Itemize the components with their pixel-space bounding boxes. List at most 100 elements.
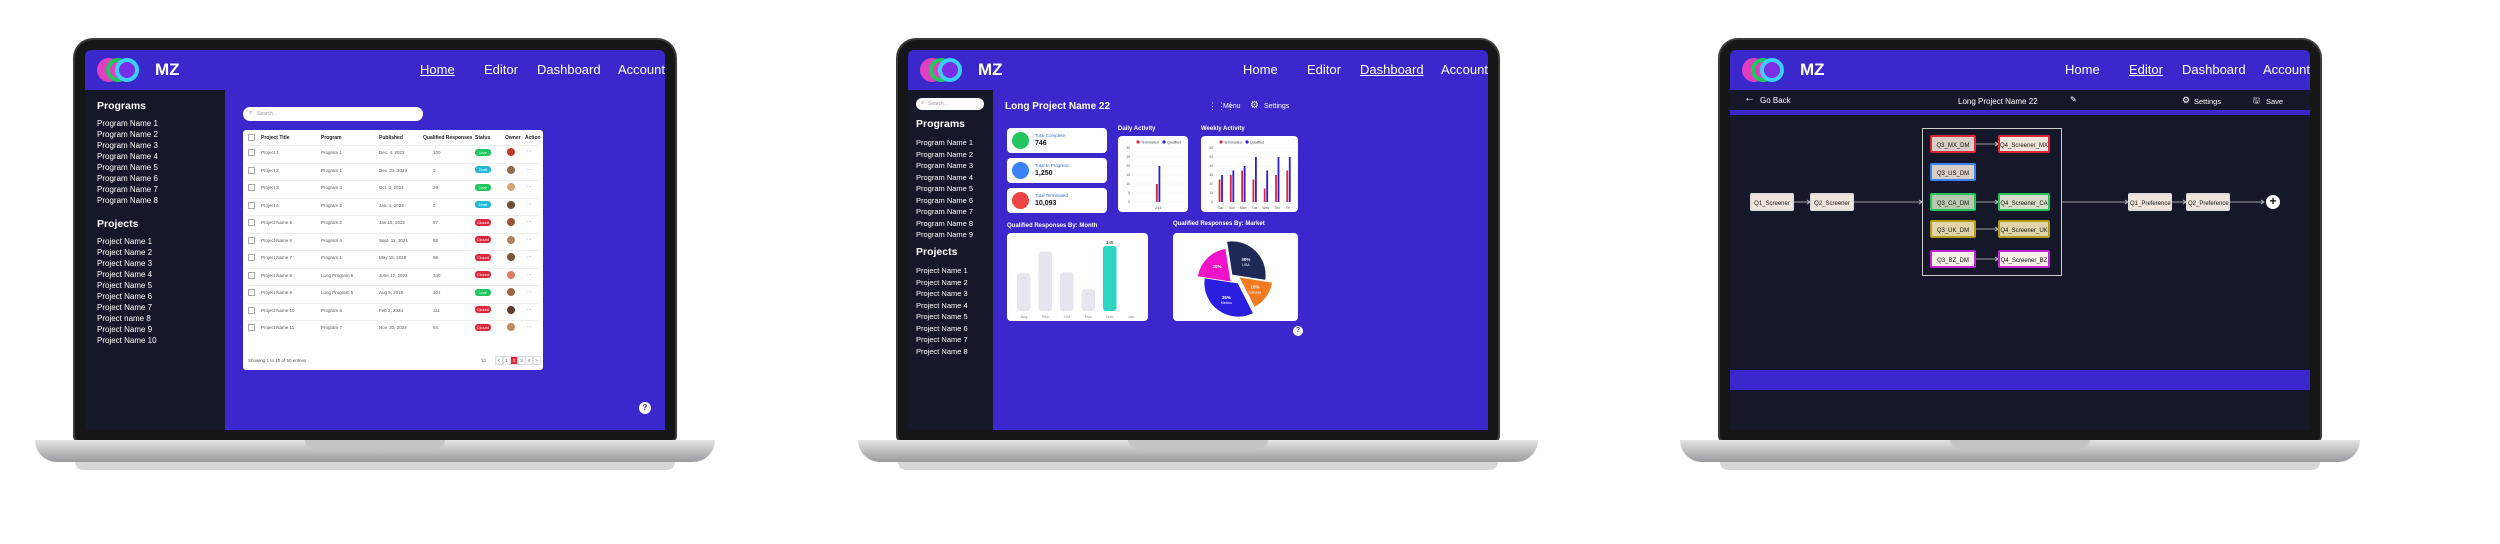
save-button[interactable]: Save (2266, 97, 2284, 106)
sidebar-item[interactable]: Project Name 1 (97, 237, 153, 246)
row-checkbox[interactable] (248, 166, 255, 174)
flow-node[interactable]: Q1_Preference (2128, 193, 2172, 211)
row-checkbox[interactable] (248, 201, 255, 209)
sidebar-item[interactable]: Project Name 2 (916, 277, 968, 287)
sidebar-item[interactable]: Project name 8 (97, 314, 151, 323)
gear-icon[interactable]: ⚙ (1250, 100, 1259, 111)
sidebar-item[interactable]: Program Name 5 (916, 184, 974, 193)
row-action-icon[interactable]: ··· (527, 324, 532, 329)
row-action-icon[interactable]: ··· (527, 306, 532, 312)
sidebar-item[interactable]: Project Name 7 (97, 303, 153, 312)
nav-account[interactable]: Account (1441, 62, 1488, 77)
save-icon[interactable]: 🖫 (2253, 96, 2260, 105)
sidebar-item[interactable]: Project Name 6 (916, 323, 968, 333)
flow-node[interactable]: Q3_MX_DM (1930, 135, 1976, 153)
arrow-left-icon[interactable]: ← (1744, 92, 1755, 104)
sidebar-item[interactable]: Program Name 2 (916, 149, 974, 159)
flow-node[interactable]: Q3_UK_DM (1930, 220, 1976, 238)
nav-editor[interactable]: Editor (2129, 62, 2163, 77)
menu-icon[interactable]: ⋮⋮⋮ (1208, 101, 1235, 111)
nav-home[interactable]: Home (1243, 62, 1278, 77)
sidebar-item[interactable]: Program Name 6 (97, 174, 158, 183)
sidebar-item[interactable]: Project Name 2 (97, 248, 153, 257)
flow-node[interactable]: Q4_Screener_BZ (1998, 250, 2050, 268)
sidebar-item[interactable]: Program Name 3 (916, 161, 974, 170)
flow-node[interactable]: Q1_Screener (1750, 193, 1794, 211)
help-button[interactable]: ? (1293, 326, 1303, 336)
table-cell[interactable]: Project 1 (261, 150, 279, 155)
column-header[interactable]: Qualified Responses (423, 135, 473, 141)
row-action-icon[interactable]: ··· (527, 184, 532, 189)
sidebar-item[interactable]: Program Name 2 (97, 130, 158, 139)
flow-node[interactable]: Q2_Screener (1810, 193, 1854, 211)
sidebar-item[interactable]: Project Name 4 (97, 270, 153, 279)
flow-node[interactable]: Q3_CA_DM (1930, 193, 1976, 211)
table-cell[interactable]: Project Name 10 (261, 307, 295, 313)
sidebar-item[interactable]: Program Name 1 (916, 138, 974, 147)
table-cell[interactable]: Project Name 5 (261, 220, 293, 225)
settings-button[interactable]: Settings (2194, 97, 2222, 106)
row-checkbox[interactable] (248, 149, 255, 156)
nav-dashboard[interactable]: Dashboard (1360, 62, 1424, 77)
add-node-button[interactable]: + (2266, 195, 2280, 209)
row-checkbox[interactable] (248, 306, 255, 314)
table-cell[interactable]: Project 4 (261, 202, 279, 208)
logo-icon[interactable] (920, 58, 972, 82)
table-cell[interactable]: Project Name 9 (261, 290, 293, 295)
column-header[interactable]: Program (321, 135, 342, 141)
sidebar-item[interactable]: Project Name 6 (97, 292, 153, 301)
row-action-icon[interactable]: ··· (527, 271, 532, 277)
flow-node[interactable]: Q4_Screener_CA (1998, 193, 2050, 211)
sidebar-item[interactable]: Project Name 3 (97, 259, 153, 268)
logo-icon[interactable] (1742, 58, 1794, 82)
row-action-icon[interactable]: ··· (527, 236, 532, 242)
nav-account[interactable]: Account (2263, 62, 2310, 77)
nav-account[interactable]: Account (618, 62, 665, 77)
search-input[interactable]: ⌕ Search... (916, 98, 984, 110)
row-action-icon[interactable]: ··· (527, 149, 532, 154)
sidebar-item[interactable]: Program Name 4 (97, 152, 158, 161)
sidebar-item[interactable]: Project Name 5 (916, 312, 968, 321)
column-header[interactable]: Status (475, 135, 491, 141)
nav-home[interactable]: Home (420, 62, 455, 77)
nav-editor[interactable]: Editor (1307, 62, 1341, 77)
nav-home[interactable]: Home (2065, 62, 2100, 77)
sidebar-item[interactable]: Program Name 8 (97, 196, 158, 205)
row-action-icon[interactable]: ··· (527, 289, 532, 294)
go-back-button[interactable]: Go Back (1760, 96, 1791, 105)
flow-node[interactable]: Q4_Screener_UK (1998, 220, 2050, 238)
row-checkbox[interactable] (248, 271, 255, 279)
row-checkbox[interactable] (248, 219, 255, 226)
menu-label[interactable]: Menu (1223, 103, 1241, 110)
logo-icon[interactable] (97, 58, 149, 82)
nav-editor[interactable]: Editor (484, 62, 518, 77)
sidebar-item[interactable]: Program Name 6 (916, 195, 974, 205)
table-cell[interactable]: Project Name 8 (261, 272, 293, 278)
sidebar-item[interactable]: Program Name 1 (97, 119, 158, 128)
row-action-icon[interactable]: ··· (527, 166, 532, 172)
column-header[interactable]: Published (379, 135, 403, 141)
help-button[interactable]: ? (639, 402, 651, 414)
sidebar-item[interactable]: Program Name 8 (916, 218, 974, 228)
row-action-icon[interactable]: ··· (527, 219, 532, 224)
per-page-select[interactable]: 10 (481, 358, 487, 363)
pagination-button[interactable]: > (532, 356, 541, 365)
sidebar-item[interactable]: Program Name 7 (97, 185, 158, 194)
sidebar-item[interactable]: Program Name 5 (97, 163, 158, 172)
sidebar-item[interactable]: Project Name 5 (97, 281, 153, 290)
sidebar-item[interactable]: Program Name 7 (916, 207, 974, 216)
gear-icon[interactable]: ⚙ (2182, 95, 2191, 105)
table-cell[interactable]: Project Name 7 (261, 255, 293, 260)
sidebar-item[interactable]: Project Name 1 (916, 266, 968, 275)
table-cell[interactable]: Project Name 11 (261, 325, 295, 330)
flow-node[interactable]: Q4_Screener_MX (1998, 135, 2050, 153)
sidebar-item[interactable]: Project Name 8 (916, 346, 968, 356)
sidebar-item[interactable]: Project Name 4 (916, 300, 968, 310)
sidebar-item[interactable]: Project Name 9 (97, 325, 153, 334)
flow-node[interactable]: Q2_Preference (2186, 193, 2230, 211)
table-cell[interactable]: Project 3 (261, 185, 279, 190)
sidebar-item[interactable]: Program Name 4 (916, 172, 974, 182)
column-header[interactable]: Project Title (261, 135, 290, 141)
sidebar-item[interactable]: Program Name 3 (97, 141, 158, 150)
row-action-icon[interactable]: ··· (527, 201, 532, 207)
